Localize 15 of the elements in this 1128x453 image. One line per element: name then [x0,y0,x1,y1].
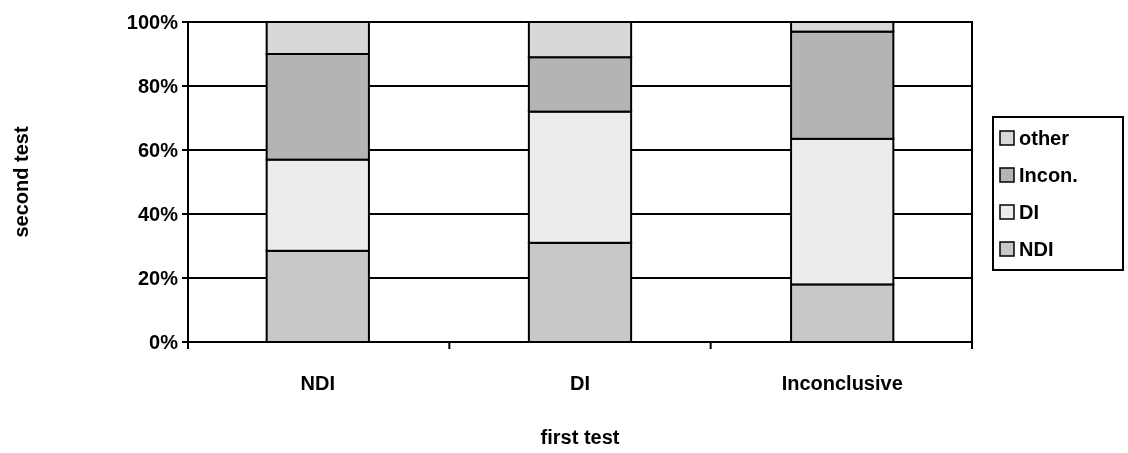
x-axis-title: first test [540,426,620,448]
x-tick-label: NDI [300,372,336,394]
y-tick-label: 80% [137,75,179,97]
legend-label: NDI [1019,238,1054,260]
legend-label: Incon. [1019,164,1078,186]
x-tick-label: DI [570,372,590,394]
y-axis-title: second test [10,126,32,238]
y-tick-label: 0% [149,331,179,353]
x-tick-label: Inconclusive [781,372,903,394]
y-tick-label: 20% [137,267,179,289]
legend-label: DI [1019,201,1039,223]
y-tick-label: 40% [137,203,179,225]
y-tick-label: 60% [137,139,179,161]
y-tick-label: 100% [126,11,179,33]
legend-label: other [1019,127,1070,149]
